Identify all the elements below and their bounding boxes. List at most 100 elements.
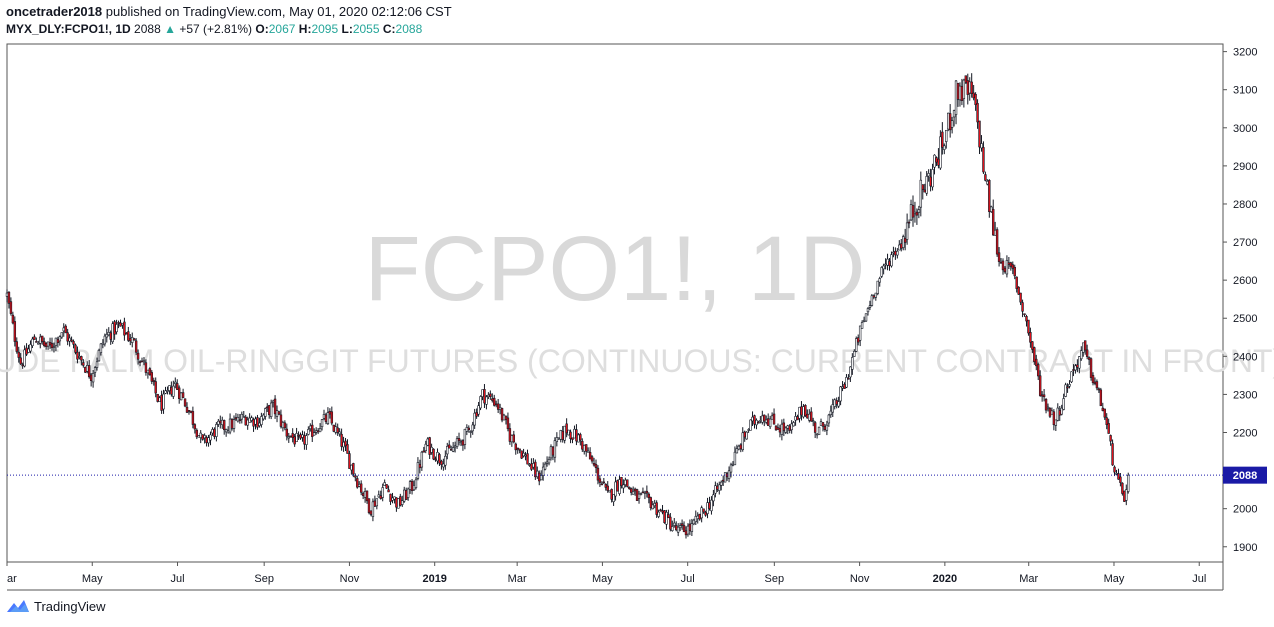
candle-body: [162, 393, 165, 410]
candle-body: [1101, 407, 1104, 411]
candle-body: [150, 372, 154, 382]
candle-body: [1050, 410, 1054, 415]
x-tick-label: 2019: [422, 573, 446, 585]
candle-body: [1052, 411, 1056, 426]
candle-body: [487, 394, 490, 398]
candle-body: [313, 432, 316, 436]
candle-body: [29, 344, 32, 352]
candle-body: [117, 322, 120, 324]
candle-body: [882, 265, 885, 270]
candle-body: [363, 491, 367, 498]
candle-body: [549, 446, 553, 459]
candle-body: [948, 113, 952, 131]
candle-body: [1060, 407, 1063, 415]
candle-body: [992, 209, 995, 236]
candle-body: [37, 342, 40, 345]
candle-body: [1035, 358, 1038, 367]
candle-body: [154, 381, 157, 394]
candle-body: [563, 425, 566, 441]
candle-body: [528, 464, 531, 466]
candle-body: [27, 348, 30, 353]
candle-body: [833, 399, 836, 407]
candle-body: [645, 490, 649, 494]
candle-body: [397, 498, 400, 509]
y-tick-label: 2000: [1233, 504, 1257, 516]
candle-body: [504, 415, 508, 420]
candle-body: [761, 415, 764, 423]
candle-body: [704, 511, 707, 516]
candle-body: [172, 385, 175, 397]
candle-body: [493, 397, 496, 406]
candle-body: [283, 422, 287, 429]
candle-body: [837, 401, 840, 407]
candle-body: [853, 351, 856, 357]
candle-body: [684, 530, 688, 536]
candle-body: [361, 493, 365, 496]
candle-body: [530, 463, 533, 470]
candle-body: [720, 481, 723, 486]
candle-body: [958, 85, 962, 101]
x-tick-label: May: [1104, 573, 1125, 585]
candle-body: [939, 136, 942, 169]
candle-body: [219, 420, 222, 424]
candle-body: [903, 237, 907, 243]
candle-body: [1117, 473, 1120, 480]
candle-body: [929, 176, 932, 187]
candle-body: [479, 396, 482, 409]
candle-body: [598, 478, 602, 483]
candle-body: [252, 419, 255, 427]
footer-brand[interactable]: TradingView: [6, 598, 106, 614]
candle-body: [653, 503, 656, 507]
candle-body: [387, 489, 390, 493]
candle-body: [477, 405, 480, 415]
x-axis: ar May Jul Sep Nov 2019 Mar May Jul Sep Nov 2020 Mar…: [6, 562, 1206, 585]
candle-body: [1058, 409, 1061, 416]
candle-body: [878, 278, 881, 283]
candle-body: [678, 525, 682, 529]
candle-body: [635, 489, 639, 501]
candle-body: [641, 491, 645, 494]
candle-body: [289, 435, 292, 438]
candle-body: [604, 483, 607, 488]
candle-body: [127, 331, 130, 341]
candle-body: [60, 332, 63, 338]
candle-body: [146, 369, 150, 374]
candle-body: [902, 236, 905, 248]
candle-body: [849, 366, 852, 378]
y-tick-label: 2700: [1233, 237, 1257, 249]
candle-body: [907, 221, 911, 224]
candle-body: [223, 420, 226, 431]
candle-body: [808, 413, 811, 421]
candle-body: [890, 254, 893, 267]
candle-body: [299, 434, 302, 439]
candle-body: [240, 413, 244, 420]
candle-body: [841, 386, 844, 389]
candle-body: [224, 429, 228, 433]
candle-body: [706, 502, 709, 514]
candle-body: [896, 250, 899, 256]
candle-body: [751, 416, 754, 422]
y-tick-label: 2300: [1233, 389, 1257, 401]
candle-body: [344, 440, 347, 447]
candle-body: [1093, 381, 1097, 384]
candle-body: [622, 484, 625, 489]
x-tick-label: Mar: [508, 573, 527, 585]
candle-body: [526, 453, 529, 465]
last-price-tag-text: 2088: [1233, 470, 1257, 482]
candle-body: [915, 211, 919, 216]
candle-body: [281, 422, 285, 429]
candle-body: [307, 429, 310, 435]
candle-body: [819, 421, 823, 426]
change-value: +57 (+2.81%): [179, 22, 253, 36]
candle-body: [950, 120, 954, 128]
candle-body: [1099, 389, 1103, 407]
candle-body: [371, 501, 375, 517]
candle-body: [690, 523, 694, 532]
candle-body: [637, 493, 641, 499]
candle-body: [974, 94, 977, 105]
y-tick-label: 3000: [1233, 123, 1257, 135]
publisher-name[interactable]: oncetrader2018: [6, 4, 103, 19]
candle-body: [739, 444, 742, 450]
candle-body: [33, 336, 36, 340]
